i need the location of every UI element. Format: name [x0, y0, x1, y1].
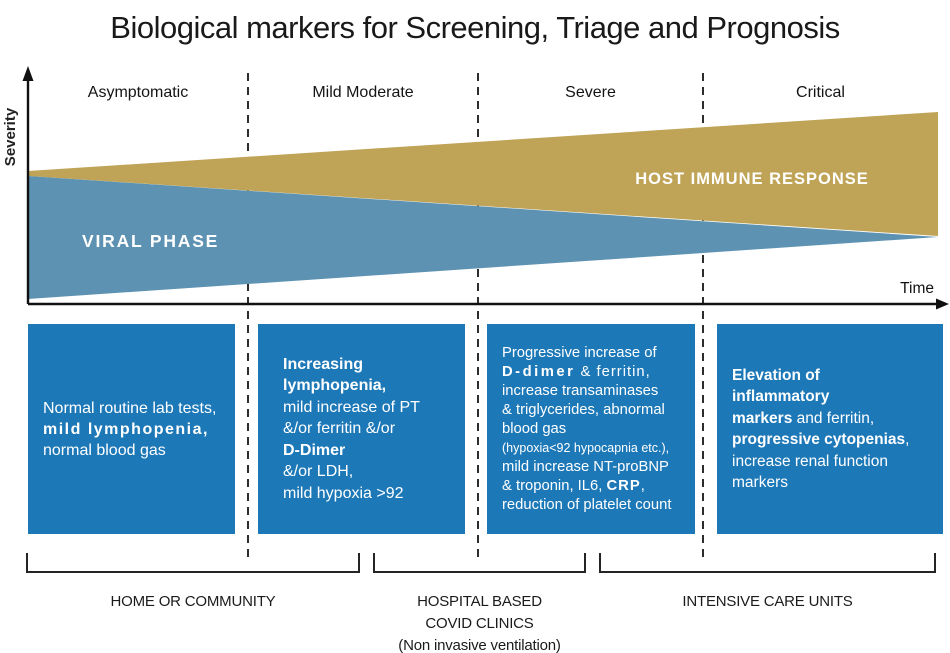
marker-text-segment: & triglycerides, abnormal: [502, 401, 665, 418]
marker-text-line: mild increase NT-proBNP: [502, 458, 695, 477]
marker-text-line: lymphopenia,: [283, 375, 465, 397]
marker-text-segment: mild hypoxia >92: [283, 484, 404, 502]
marker-text-segment: increase renal function: [732, 452, 888, 470]
marker-text-line: D-dimer & ferritin,: [502, 363, 695, 382]
marker-text-segment: inflammatory: [732, 388, 830, 405]
bracket-intensive-care: [599, 553, 936, 573]
marker-text-line: mild increase of PT: [283, 397, 465, 419]
care-setting-hospital-based-covid-clinics: HOSPITAL BASED COVID CLINICS (Non invasive…: [373, 591, 586, 653]
marker-text-line: progressive cytopenias,: [732, 429, 943, 451]
marker-text-segment: ,: [905, 431, 910, 448]
phase-label-asymptomatic: Asymptomatic: [87, 84, 189, 101]
marker-text-line: blood gas: [502, 420, 695, 439]
marker-text-segment: & ferritin,: [575, 363, 651, 380]
marker-text-segment: normal blood gas: [43, 441, 166, 459]
marker-text-line: Normal routine lab tests,: [43, 398, 235, 419]
viral-phase-label: VIRAL PHASE: [82, 231, 219, 251]
marker-text-line: increase transaminases: [502, 382, 695, 401]
marker-text-line: mild lymphopenia,: [43, 419, 235, 440]
marker-text-segment: reduction of platelet count: [502, 496, 672, 513]
marker-text-line: & troponin, IL6, CRP,: [502, 477, 695, 496]
marker-text-segment: ,: [640, 477, 645, 494]
marker-text-segment: &/or ferritin &/or: [283, 420, 396, 438]
marker-text-segment: markers: [732, 409, 793, 427]
marker-text-segment: increase transaminases: [502, 382, 659, 399]
care-setting-line: HOSPITAL BASED: [417, 593, 542, 610]
marker-text-segment: lymphopenia,: [283, 377, 387, 395]
phase-label-severe: Severe: [565, 84, 616, 101]
phase-divider-line: [247, 73, 249, 557]
marker-text-segment: (hypoxia<92 hypocapnia etc.),: [502, 440, 670, 455]
phase-label-critical: Critical: [796, 84, 845, 101]
marker-text-segment: Elevation of: [732, 366, 820, 384]
marker-text-line: markers: [732, 472, 943, 494]
marker-text-segment: Normal routine lab tests,: [43, 399, 217, 417]
bracket-home-or-community: [26, 553, 360, 573]
marker-text-line: D-Dimer: [283, 440, 465, 462]
figure-title: Biological markers for Screening, Triage…: [110, 10, 840, 45]
host-immune-wedge: [28, 112, 938, 236]
marker-text-segment: blood gas: [502, 420, 567, 437]
marker-text-line: markers and ferritin,: [732, 408, 943, 430]
marker-text-line: & triglycerides, abnormal: [502, 401, 695, 420]
box-mild-moderate-markers: Increasing lymphopenia, mild increase of P…: [258, 324, 465, 534]
marker-text-segment: mild increase of PT: [283, 398, 420, 416]
care-setting-home-or-community: HOME OR COMMUNITY: [26, 591, 360, 613]
care-setting-intensive-care-units: INTENSIVE CARE UNITS: [599, 591, 936, 613]
care-setting-line: HOME OR COMMUNITY: [110, 593, 276, 610]
y-axis-arrow-icon: [22, 66, 34, 81]
marker-text-line: Increasing: [283, 354, 465, 376]
host-immune-response-label: HOST IMMUNE RESPONSE: [635, 170, 869, 188]
marker-text-line: increase renal function: [732, 451, 943, 473]
marker-text-segment: mild increase NT-proBNP: [502, 458, 669, 475]
marker-text-segment: &/or LDH,: [283, 463, 354, 481]
phase-divider-line: [477, 73, 479, 557]
phase-label-mild-moderate: Mild Moderate: [312, 84, 414, 101]
care-setting-line: (Non invasive ventilation): [398, 637, 561, 653]
care-setting-line: COVID CLINICS: [425, 615, 534, 632]
x-axis-arrow-icon: [936, 298, 949, 310]
phase-divider-line: [702, 73, 704, 557]
marker-text-segment: mild lymphopenia,: [43, 420, 209, 438]
box-severe-markers: Progressive increase of D-dimer & ferriti…: [487, 324, 695, 534]
marker-text-line: Elevation of: [732, 365, 943, 387]
marker-text-segment: CRP: [606, 477, 641, 494]
box-critical-markers: Elevation of inflammatory markers and ferr…: [717, 324, 943, 534]
marker-text-segment: and ferritin,: [792, 409, 875, 427]
marker-text-segment: D-Dimer: [283, 441, 346, 459]
x-axis-label: Time: [900, 280, 934, 297]
marker-text-line: (hypoxia<92 hypocapnia etc.),: [502, 439, 695, 458]
marker-text-line: mild hypoxia >92: [283, 483, 465, 505]
marker-text-segment: & troponin, IL6,: [502, 477, 607, 494]
marker-text-segment: progressive cytopenias: [732, 431, 906, 448]
marker-text-segment: markers: [732, 474, 788, 491]
marker-text-segment: D-dimer: [502, 363, 576, 380]
marker-text-segment: Progressive increase of: [502, 344, 657, 361]
marker-text-line: normal blood gas: [43, 440, 235, 461]
marker-text-line: Progressive increase of: [502, 344, 695, 363]
marker-text-line: inflammatory: [732, 386, 943, 408]
marker-text-segment: Increasing: [283, 355, 364, 373]
marker-text-line: &/or ferritin &/or: [283, 418, 465, 440]
bracket-hospital-based: [373, 553, 586, 573]
care-setting-line: INTENSIVE CARE UNITS: [682, 593, 853, 610]
viral-phase-wedge: [28, 176, 938, 299]
marker-text-line: reduction of platelet count: [502, 496, 695, 515]
box-asymptomatic-markers: Normal routine lab tests, mild lymphopeni…: [28, 324, 235, 534]
y-axis-label: Severity: [2, 107, 19, 166]
marker-text-line: &/or LDH,: [283, 461, 465, 483]
